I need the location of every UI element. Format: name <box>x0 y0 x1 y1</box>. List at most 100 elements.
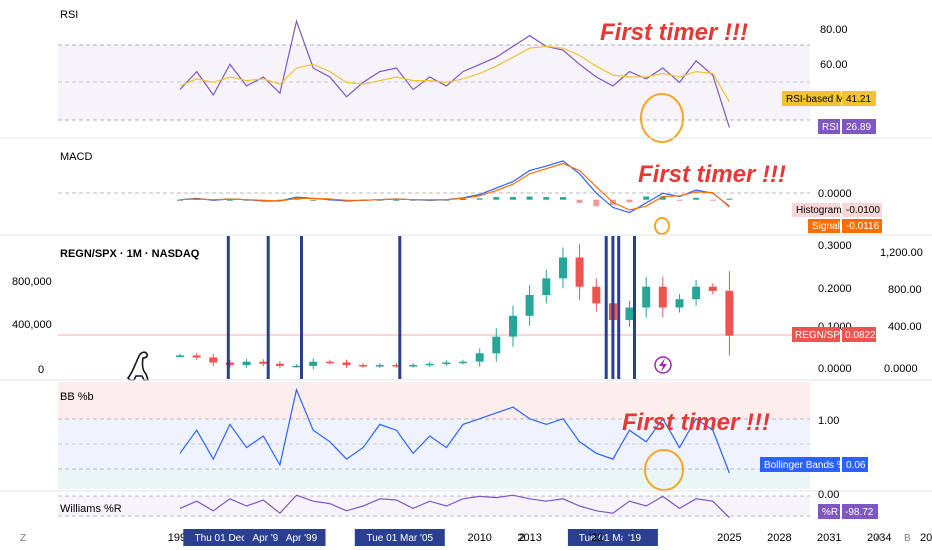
x-date-label: Apr '99 <box>286 533 318 544</box>
rsi-ma-series-line[interactable] <box>179 45 730 103</box>
macd-histogram-bar <box>676 199 683 201</box>
wr-value-box <box>842 504 878 519</box>
candle-body <box>708 286 717 291</box>
time-axis[interactable]: Z 1992201020132025202820312034203 Thu 01… <box>20 529 932 546</box>
price-tick-0.3: 0.3000 <box>818 240 852 252</box>
macd-histogram-bar <box>693 197 700 200</box>
rsi-ma-value-box <box>842 91 876 106</box>
candle-body <box>675 299 684 308</box>
bb-series-line[interactable] <box>179 387 730 474</box>
far-tick-400: 400.00 <box>888 321 922 333</box>
x-date-label: '19 <box>628 533 641 544</box>
x-tick-label: 2034 <box>867 532 891 544</box>
macd-histogram-bar <box>659 196 666 200</box>
price-pane[interactable]: REGN/SPX · 1M · NASDAQ 0.3000 0.2000 0.1… <box>12 236 923 381</box>
volume-tick-0: 0 <box>38 364 44 376</box>
x-date-label: Apr '97 <box>253 533 285 544</box>
bb-label-box <box>760 457 840 472</box>
bb-label-name: Bollinger Bands %b <box>764 460 852 471</box>
x-tick-label: 2031 <box>817 532 841 544</box>
bb-value-box <box>842 457 868 472</box>
x-tick-label: 2028 <box>767 532 791 544</box>
price-tick-0: 0.0000 <box>818 363 852 375</box>
bb-title: BB %b <box>60 391 94 403</box>
candle-body <box>525 295 534 316</box>
macd-histogram-bar <box>726 198 733 200</box>
macd-histogram-bar <box>576 199 583 203</box>
macd-histogram-bar <box>543 197 550 200</box>
far-tick-800: 800.00 <box>888 284 922 296</box>
macd-histogram-bar <box>293 198 300 200</box>
bb-pane[interactable]: BB %b 1.00 Bollinger Bands %b 0.06 First… <box>58 382 868 491</box>
main-chart-title: REGN/SPX · 1M · NASDAQ <box>60 248 200 260</box>
macd-histogram-bar <box>643 196 650 200</box>
x-date-label-box <box>277 529 326 546</box>
candle-body <box>642 286 651 308</box>
macd-histogram-bar <box>493 197 500 200</box>
candle-body <box>275 363 284 366</box>
x-date-label: Tue 01 May '18 <box>579 533 648 544</box>
macd-tick-0: 0.0000 <box>818 188 852 200</box>
highlight-circle-macd <box>654 217 670 235</box>
signal-label-name: Signal <box>812 221 840 232</box>
histogram-value: -0.0100 <box>846 205 880 216</box>
signal-value: -0.0116 <box>846 221 880 232</box>
williams-pane[interactable]: Williams %R 0.00 %R -98.72 <box>58 489 878 519</box>
corner-left-label[interactable]: Z <box>20 533 26 544</box>
annotation-macd: First timer !!! <box>638 161 786 188</box>
candle-body <box>492 336 501 354</box>
price-label-box <box>792 327 840 342</box>
macd-histogram-bar <box>276 199 283 201</box>
macd-histogram-bar <box>626 199 633 203</box>
candle-body <box>692 286 701 300</box>
far-tick-0: 0.0000 <box>884 363 918 375</box>
candle-body <box>725 290 734 336</box>
macd-histogram-bar <box>226 199 233 201</box>
wr-label-box <box>818 504 840 519</box>
macd-histogram-bar <box>560 197 566 200</box>
candle-body <box>625 307 634 320</box>
candle-body <box>325 361 334 364</box>
signal-label-box <box>808 219 840 233</box>
price-label-name: REGN/SPX <box>795 330 847 341</box>
candle-body <box>225 362 234 365</box>
macd-histogram-bar <box>510 197 516 200</box>
lightning-icon[interactable] <box>654 356 672 374</box>
price-value-box <box>842 327 876 342</box>
rsi-series-line[interactable] <box>179 19 730 128</box>
macd-histogram-bar <box>310 199 317 201</box>
rsi-value-box <box>842 119 876 134</box>
signal-series-line[interactable] <box>179 162 730 211</box>
rsi-value: 26.89 <box>846 122 871 133</box>
x-tick-label: 2013 <box>517 532 541 544</box>
rsi-pane[interactable]: RSI 80.00 60.00 RSI-based MA 41.21 RSI 2… <box>58 9 876 143</box>
annotation-bb: First timer !!! <box>622 409 770 436</box>
corner-right-label-a[interactable]: A <box>875 533 882 544</box>
candle-body <box>176 355 184 357</box>
macd-histogram-bar <box>393 199 400 201</box>
candle-body <box>658 286 667 308</box>
highlight-circle-bb <box>644 449 684 491</box>
far-tick-1200: 1,200.00 <box>880 247 923 259</box>
wr-title: Williams %R <box>60 503 122 515</box>
candle-body <box>425 363 434 366</box>
candle-body <box>559 257 567 279</box>
macd-pane[interactable]: MACD 0.0000 Histogram -0.0100 Signal -0.… <box>58 151 882 235</box>
macd-histogram-bar <box>526 196 533 200</box>
x-partial-label-22: '22 <box>589 532 603 544</box>
candle-body <box>575 257 584 287</box>
candle-body <box>342 362 351 365</box>
signal-value-box <box>842 219 882 233</box>
histogram-value-box <box>842 203 882 217</box>
rsi-tick-60: 60.00 <box>820 59 848 71</box>
wr-value: -98.72 <box>845 507 874 518</box>
price-tick-0.2: 0.2000 <box>818 283 852 295</box>
dinosaur-icon <box>126 351 150 381</box>
candle-body <box>459 361 467 364</box>
candle-body <box>392 365 401 367</box>
rsi-label-name: RSI <box>822 122 839 133</box>
rsi-title: RSI <box>60 9 78 21</box>
wr-series-line[interactable] <box>179 494 730 519</box>
corner-right-label-b[interactable]: B <box>904 533 911 544</box>
